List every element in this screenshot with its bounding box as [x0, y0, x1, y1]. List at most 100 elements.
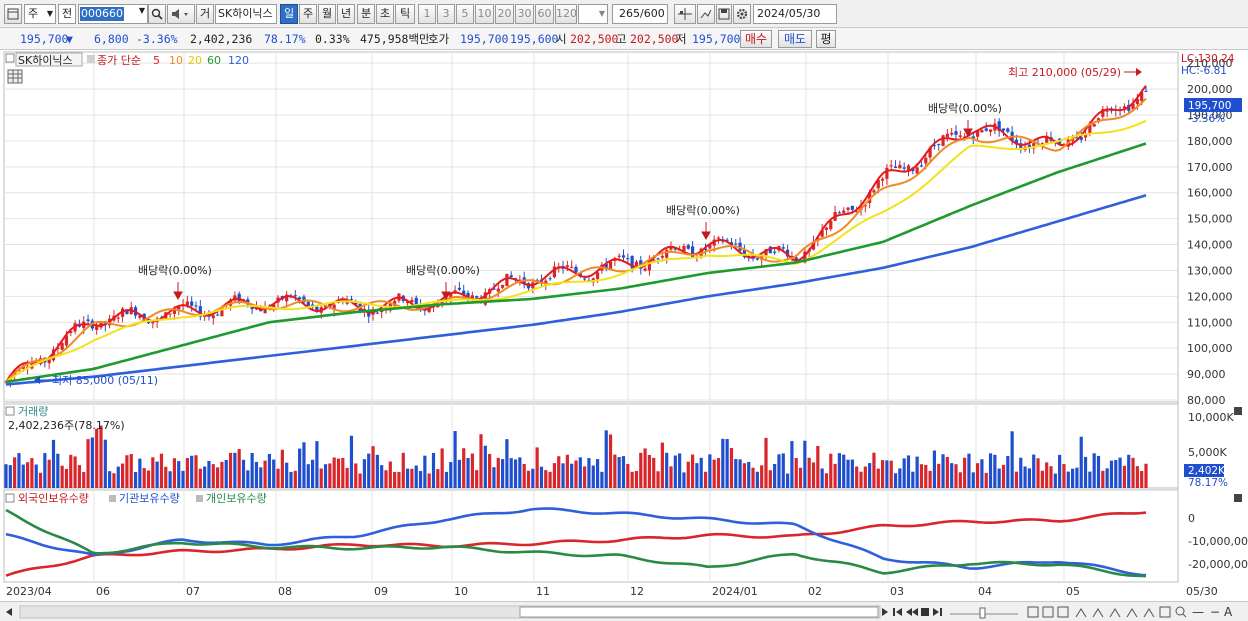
window-icon[interactable]: [1057, 606, 1069, 618]
average-button[interactable]: 평: [816, 30, 836, 48]
scroll-thumb[interactable]: [519, 606, 879, 618]
candle-body: [496, 288, 500, 292]
period-year[interactable]: 년: [337, 4, 355, 24]
wave-tool-icon[interactable]: [1109, 608, 1121, 618]
sell-button[interactable]: 매도: [778, 30, 812, 48]
candle-body: [690, 246, 695, 258]
stop-icon[interactable]: [921, 608, 929, 616]
price-tick-label: 150,000: [1187, 213, 1233, 226]
date-tick-label: 05: [1066, 585, 1080, 598]
interval-select[interactable]: ▼: [578, 4, 608, 24]
bottom-scrollbar[interactable]: — − A: [0, 601, 1248, 621]
volume-bar: [492, 467, 496, 488]
stock-code-input[interactable]: 000660 ▼: [78, 4, 148, 24]
square-tool-icon[interactable]: [1159, 606, 1171, 618]
search-icon[interactable]: [148, 4, 166, 24]
volume-bar: [177, 461, 181, 488]
volume-bar: [768, 470, 772, 488]
view-toggle[interactable]: 전: [58, 4, 76, 24]
zoom-in-icon[interactable]: [1175, 606, 1185, 616]
interval-3[interactable]: 3: [437, 4, 455, 24]
volume-bar: [548, 471, 552, 488]
volume-bar: [155, 461, 159, 488]
dividend-arrow-icon: [701, 231, 711, 241]
candle-body: [872, 190, 876, 193]
period-minute[interactable]: 분: [357, 4, 375, 24]
period-month[interactable]: 월: [318, 4, 336, 24]
candle-body: [595, 272, 600, 280]
layout-icon[interactable]: [4, 4, 22, 24]
period-select[interactable]: 주 ▼: [24, 4, 56, 24]
price-chart-svg[interactable]: 210,000 200,000 190,000 180,000 170,000 160,0…: [0, 50, 1248, 601]
volume-bar: [30, 458, 34, 488]
interval-60[interactable]: 60: [535, 4, 554, 24]
zoom-slider-handle[interactable]: [979, 607, 986, 619]
period-day[interactable]: 일: [280, 4, 298, 24]
close-icon[interactable]: [1234, 407, 1242, 415]
volume-bar: [863, 466, 867, 488]
wave-tool-icon[interactable]: [1126, 608, 1138, 618]
prev-icon[interactable]: [906, 608, 912, 616]
table-icon[interactable]: [7, 69, 23, 84]
save-icon[interactable]: [716, 4, 732, 24]
volume-bar: [660, 442, 664, 488]
volume-bar: [595, 459, 600, 488]
wave-tool-icon[interactable]: [1143, 608, 1155, 618]
speaker-icon[interactable]: [167, 4, 195, 24]
fib-tool-icon[interactable]: [1075, 608, 1087, 618]
interval-30[interactable]: 30: [515, 4, 534, 24]
market-tag[interactable]: 거: [196, 4, 214, 24]
interval-5[interactable]: 5: [456, 4, 474, 24]
volume-bar: [380, 465, 384, 488]
volume-bar: [678, 453, 682, 488]
candle-body: [958, 135, 962, 137]
candle-body: [99, 321, 103, 328]
candle-body: [1040, 143, 1044, 145]
scroll-right-icon[interactable]: [882, 608, 888, 616]
interval-1[interactable]: 1: [418, 4, 436, 24]
font-size-icon[interactable]: A: [1224, 605, 1233, 619]
count-input[interactable]: 265/600: [612, 4, 668, 24]
candle-body: [932, 145, 937, 147]
candle-body: [544, 280, 548, 285]
volume-bar: [120, 463, 125, 488]
chevron-down-icon: ▼: [46, 9, 53, 18]
volume-bar: [259, 467, 263, 488]
volume-bar: [285, 462, 289, 488]
legend-ma60: 60: [207, 54, 221, 67]
volume-bar: [449, 462, 453, 488]
date-input[interactable]: 2024/05/30: [753, 4, 837, 24]
legend-toggle-icon[interactable]: [5, 53, 15, 63]
draw-line-icon[interactable]: [697, 4, 715, 24]
close-icon[interactable]: [1234, 494, 1242, 502]
interval-10[interactable]: 10: [475, 4, 494, 24]
interval-20[interactable]: 20: [495, 4, 514, 24]
rewind-icon[interactable]: [896, 608, 902, 616]
fib-tool-icon[interactable]: [1092, 608, 1104, 618]
volume-bar: [518, 457, 522, 488]
volume-bar: [164, 466, 168, 488]
gear-icon[interactable]: [733, 4, 751, 24]
zoom-out-icon[interactable]: —: [1192, 605, 1204, 619]
candle-body: [1014, 139, 1019, 145]
holding-toggle-icon[interactable]: [5, 493, 15, 503]
volume-bar: [716, 458, 721, 488]
play-icon[interactable]: [933, 608, 939, 616]
buy-button[interactable]: 매수: [740, 30, 772, 48]
scroll-left-icon[interactable]: [6, 608, 12, 616]
volume-bar: [289, 471, 293, 488]
window-icon[interactable]: [1042, 606, 1054, 618]
interval-120[interactable]: 120: [555, 4, 577, 24]
period-week[interactable]: 주: [299, 4, 317, 24]
volume-bar: [522, 464, 526, 488]
volume-bar: [64, 468, 69, 488]
period-second[interactable]: 초: [376, 4, 394, 24]
crosshair-icon[interactable]: [674, 4, 696, 24]
current-price: 195,700: [20, 32, 69, 46]
candle-body: [621, 255, 626, 258]
window-icon[interactable]: [1027, 606, 1039, 618]
chart-area[interactable]: 210,000 200,000 190,000 180,000 170,000 160,0…: [0, 50, 1248, 601]
period-tick[interactable]: 틱: [395, 4, 415, 24]
volume-toggle-icon[interactable]: [5, 406, 15, 416]
minus-icon[interactable]: −: [1210, 605, 1220, 619]
